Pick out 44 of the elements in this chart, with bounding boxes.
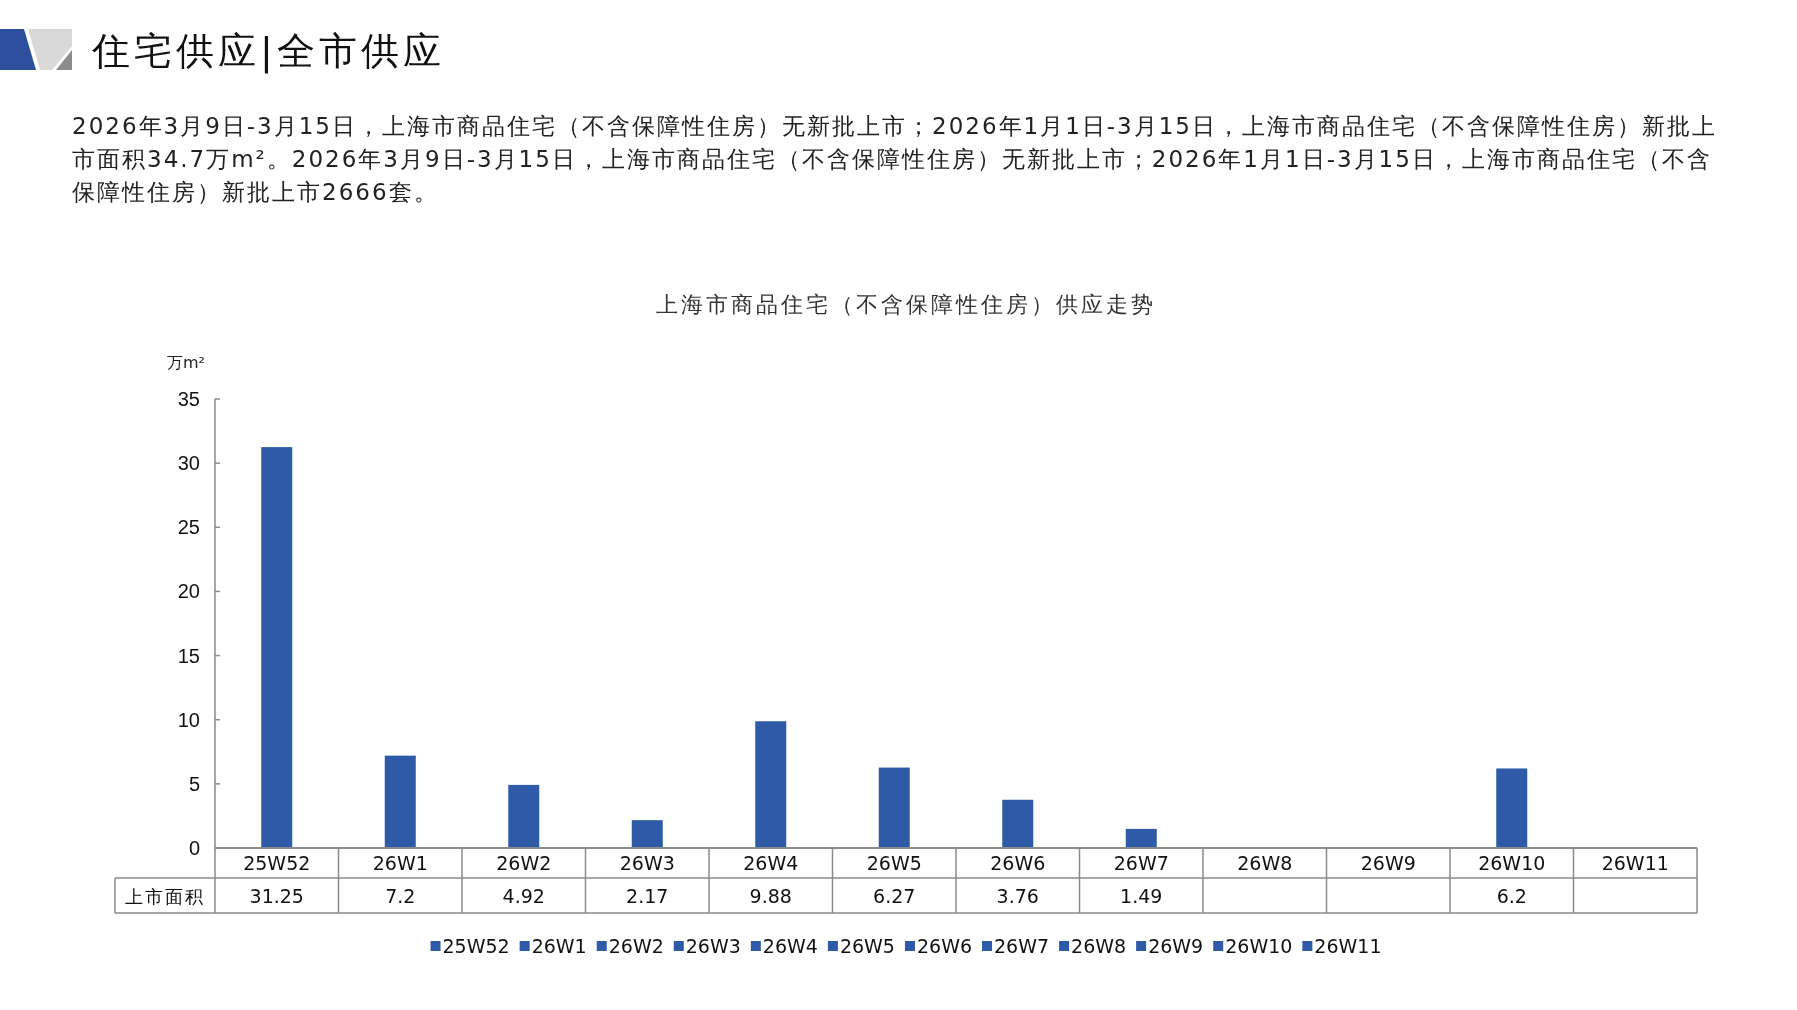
x-tick-label: 26W10 [1478,852,1546,874]
bar [755,721,787,848]
data-label: 7.2 [385,885,416,907]
data-label: 6.27 [873,885,916,907]
y-tick-label: 35 [177,388,200,410]
bar [508,784,540,848]
bar [878,767,910,848]
text: 2026年3月9日-3月15日，上海市商品住宅（不含保障性住房）无新批上市；2026年1月1日-3月15日，上海市商品住宅（不含保障性住房）新批上市面积34.7万m²。2026年3月9日-3月15日，上海市商品住宅（不含保障性住房）无新批上市；2026年1月1日-3月15日，上海市商品住宅（不含保障性住房）新批上市2666套。 [72,112,1718,207]
x-tick-label: 26W9 [1360,852,1416,874]
bar [1002,799,1034,848]
text: 住宅供应|全市供应 [91,29,445,74]
y-tick-label: 30 [177,452,200,475]
y-tick-label: 5 [188,772,200,795]
x-tick-label: 26W6 [990,852,1046,874]
x-tick-label: 26W11 [1601,852,1669,874]
data-label: 4.92 [502,885,545,907]
y-axis-title: 万m² [167,353,205,372]
y-tick-label: 10 [177,708,200,731]
y-tick-label: 0 [188,837,200,859]
bar [1125,828,1157,848]
data-label: 9.88 [749,885,792,907]
chart-title: 上海市商品住宅（不含保障性住房）供应走势 [656,292,1156,317]
legend: 25W52 26W1 26W2 26W3 26W4 26W5 26W6 26W7 26W8 26W9 26W10 26W11 [430,935,1382,957]
x-tick-label: 26W5 [866,852,922,874]
data-label: 6.2 [1496,885,1527,907]
y-tick-label: 15 [177,644,200,667]
x-tick-label: 26W2 [496,852,552,874]
data-label: 2.17 [626,885,669,907]
x-tick-label: 26W7 [1113,852,1169,874]
y-tick-label: 25 [177,516,200,539]
x-tick-label: 26W4 [743,852,799,874]
bar [261,447,293,848]
bar [384,755,416,848]
data-label: 31.25 [249,885,304,907]
data-label: 1.49 [1120,885,1163,907]
text: 上市面积 [125,886,205,907]
x-tick-label: 26W3 [619,852,675,874]
x-tick-label: 26W8 [1237,852,1293,874]
x-tick-label: 26W1 [372,852,428,874]
bar [631,820,663,848]
bar [1496,768,1528,848]
y-tick-label: 20 [177,580,200,603]
data-label: 3.76 [996,885,1039,907]
x-tick-label: 25W52 [243,852,311,874]
